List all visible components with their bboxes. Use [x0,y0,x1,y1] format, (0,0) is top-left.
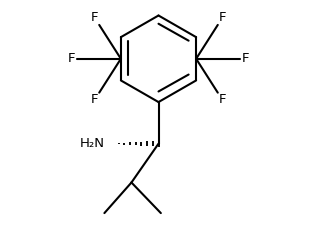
Text: F: F [241,52,249,65]
Text: F: F [218,11,226,24]
Text: F: F [218,93,226,106]
Text: F: F [91,93,99,106]
Text: H₂N: H₂N [79,137,104,150]
Text: F: F [68,52,76,65]
Text: F: F [91,11,99,24]
